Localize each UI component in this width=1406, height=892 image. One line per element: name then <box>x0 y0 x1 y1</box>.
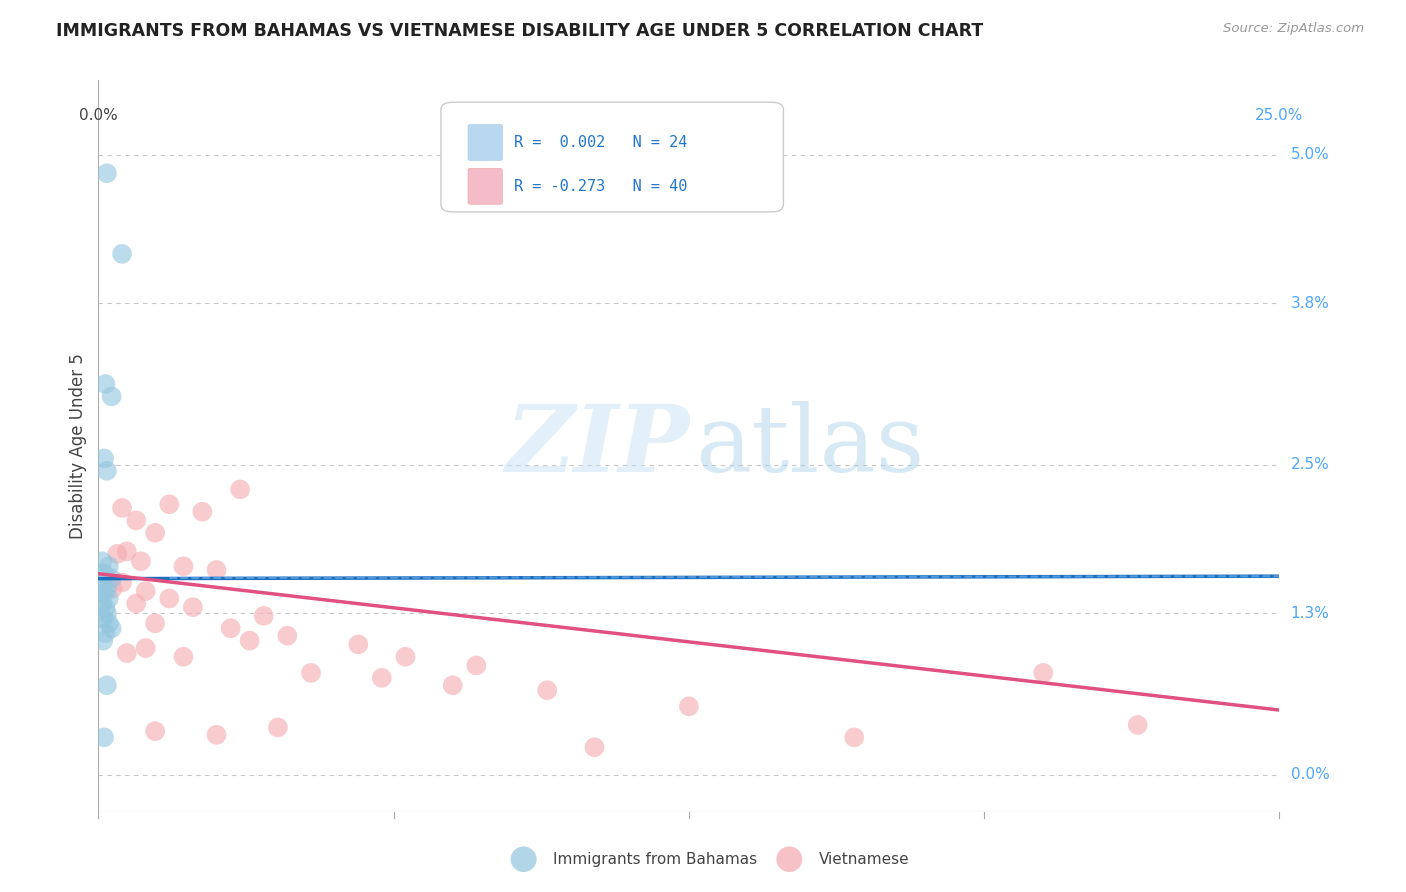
Point <box>347 637 370 651</box>
Text: R = -0.273   N = 40: R = -0.273 N = 40 <box>515 178 688 194</box>
Point <box>111 247 134 261</box>
Text: 2.5%: 2.5% <box>1291 457 1329 472</box>
Point <box>135 641 157 656</box>
Point <box>143 525 166 540</box>
Point <box>678 699 700 714</box>
Point <box>93 731 115 745</box>
Point <box>105 547 128 561</box>
Point <box>115 544 138 558</box>
Point <box>181 600 204 615</box>
Point <box>143 616 166 631</box>
Point <box>101 582 124 596</box>
Point <box>93 451 115 466</box>
Point <box>267 720 290 734</box>
Point <box>125 513 148 527</box>
Point <box>111 500 134 515</box>
Text: ZIP: ZIP <box>505 401 689 491</box>
Point <box>96 607 118 621</box>
Point <box>536 683 558 698</box>
Point <box>93 566 115 581</box>
Point <box>205 728 228 742</box>
Text: IMMIGRANTS FROM BAHAMAS VS VIETNAMESE DISABILITY AGE UNDER 5 CORRELATION CHART: IMMIGRANTS FROM BAHAMAS VS VIETNAMESE DI… <box>56 22 983 40</box>
Point <box>276 629 298 643</box>
FancyBboxPatch shape <box>468 125 502 161</box>
Ellipse shape <box>510 847 537 872</box>
Point <box>125 597 148 611</box>
Point <box>253 608 276 623</box>
Text: R =  0.002   N = 24: R = 0.002 N = 24 <box>515 135 688 150</box>
Point <box>172 649 194 664</box>
Point <box>100 572 122 586</box>
Point <box>96 582 118 596</box>
Point <box>93 586 115 600</box>
Point <box>1126 718 1149 732</box>
Point <box>129 554 152 568</box>
Point <box>91 611 114 625</box>
Point <box>111 575 134 590</box>
Point <box>172 559 194 574</box>
Text: 25.0%: 25.0% <box>1256 108 1303 123</box>
Point <box>91 597 114 611</box>
Point <box>844 731 866 745</box>
Point <box>97 616 120 631</box>
Point <box>143 724 166 739</box>
Point <box>94 377 117 392</box>
Point <box>191 505 214 519</box>
Point <box>96 166 118 180</box>
Point <box>583 740 606 755</box>
Point <box>97 559 120 574</box>
FancyBboxPatch shape <box>468 169 502 204</box>
Text: atlas: atlas <box>695 401 924 491</box>
Point <box>299 665 322 680</box>
Point <box>229 483 252 497</box>
Point <box>96 678 118 692</box>
Text: Vietnamese: Vietnamese <box>818 852 910 867</box>
Point <box>157 591 180 606</box>
Point <box>115 646 138 660</box>
Point <box>441 678 464 692</box>
Point <box>465 658 488 673</box>
Point <box>219 621 242 635</box>
Ellipse shape <box>776 847 803 872</box>
Point <box>239 633 262 648</box>
Point <box>94 626 117 640</box>
Point <box>91 633 114 648</box>
Point <box>157 497 180 511</box>
Point <box>394 649 416 664</box>
Point <box>91 576 114 591</box>
Text: Source: ZipAtlas.com: Source: ZipAtlas.com <box>1223 22 1364 36</box>
Text: 1.3%: 1.3% <box>1291 606 1330 621</box>
Text: 0.0%: 0.0% <box>79 108 118 123</box>
Point <box>97 591 120 606</box>
Point <box>135 584 157 599</box>
FancyBboxPatch shape <box>441 103 783 212</box>
Text: Immigrants from Bahamas: Immigrants from Bahamas <box>553 852 758 867</box>
Point <box>100 389 122 403</box>
Text: 5.0%: 5.0% <box>1291 147 1329 162</box>
Point <box>371 671 394 685</box>
Point <box>1032 665 1054 680</box>
Y-axis label: Disability Age Under 5: Disability Age Under 5 <box>69 353 87 539</box>
Text: 0.0%: 0.0% <box>1291 767 1329 782</box>
Point <box>100 621 122 635</box>
Point <box>91 554 114 568</box>
Point <box>96 464 118 478</box>
Point <box>94 601 117 615</box>
Point <box>205 563 228 577</box>
Text: 3.8%: 3.8% <box>1291 296 1330 311</box>
